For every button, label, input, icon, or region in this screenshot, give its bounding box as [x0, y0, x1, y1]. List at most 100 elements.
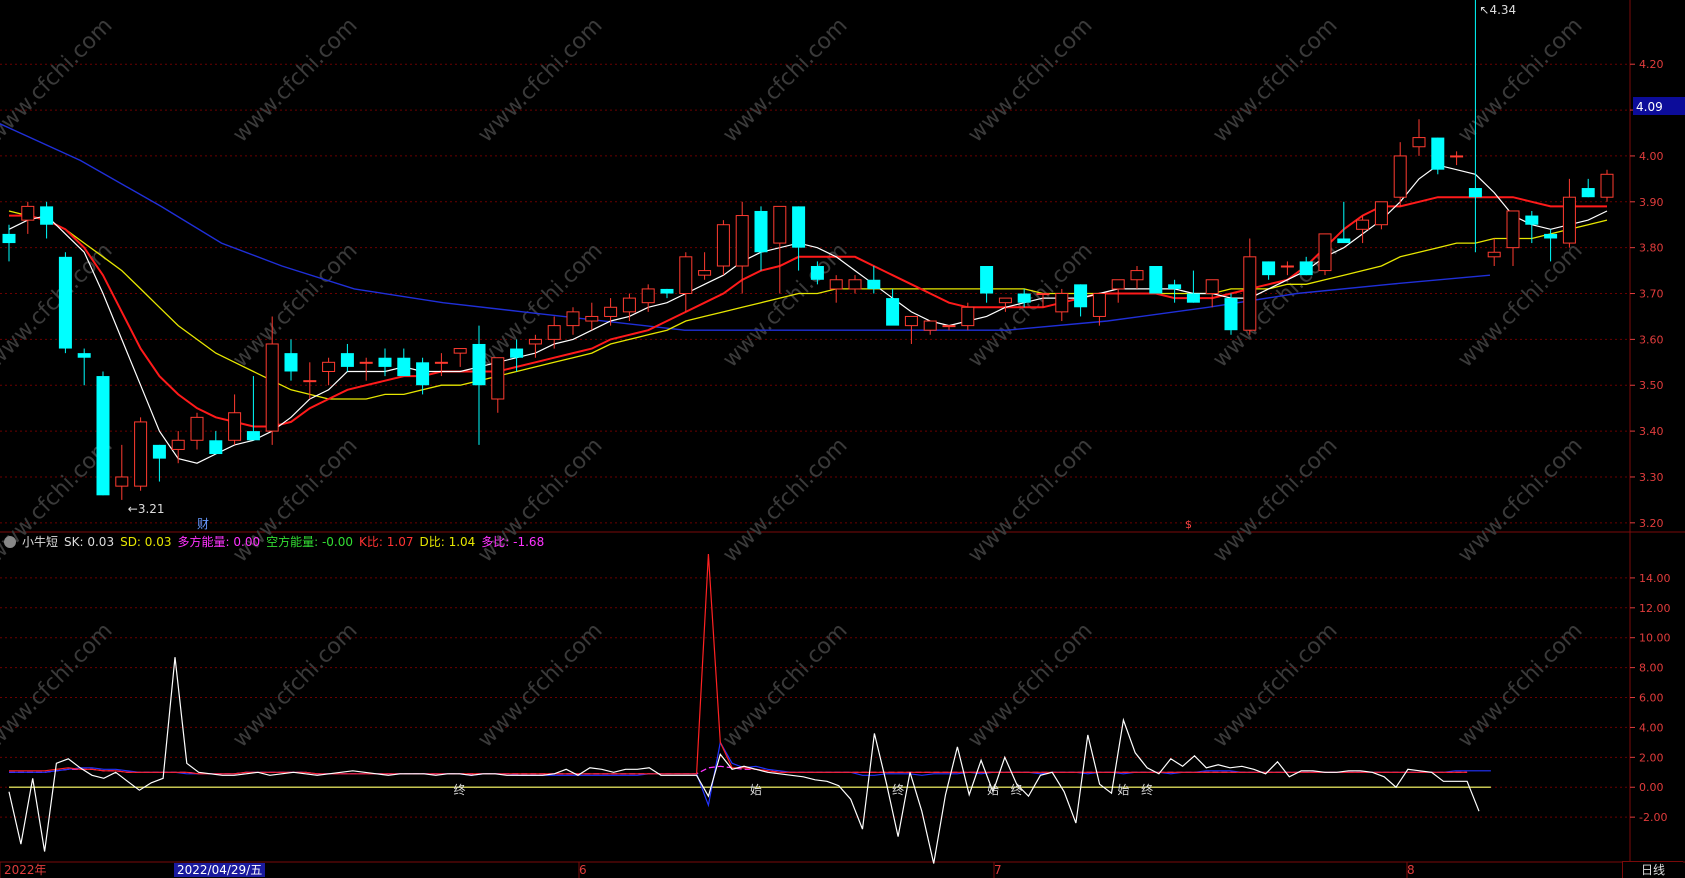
watermark-text: www.cfchi.com: [1453, 13, 1587, 147]
candle: [622, 293, 636, 322]
price-tick-label: 3.40: [1639, 425, 1664, 438]
candle: [1243, 238, 1257, 335]
candle: [1318, 233, 1332, 276]
candle-body-up: [491, 357, 505, 400]
candle-body-up: [585, 315, 599, 322]
candle-body-down: [40, 206, 54, 225]
candle-body-up: [773, 205, 787, 244]
candle: [1487, 238, 1501, 266]
candle: [792, 206, 806, 271]
price-tick-label: 3.50: [1639, 379, 1664, 392]
candle-body-up: [1130, 270, 1144, 281]
candle-body-down: [1468, 188, 1482, 198]
candle-body-up: [1450, 155, 1464, 158]
watermark-text: www.cfchi.com: [718, 433, 852, 567]
signal-label: 终: [453, 782, 465, 797]
candle: [1337, 201, 1351, 244]
candle: [1356, 215, 1370, 244]
price-annotations: ↖4.34 ←3.21 财 $: [128, 3, 1516, 531]
candle: [1130, 266, 1144, 289]
last-price-tag: 4.09: [1633, 97, 1685, 115]
candle-body-down: [1262, 261, 1276, 276]
candle: [491, 357, 505, 413]
candle-body-up: [641, 288, 655, 304]
candle-body-up: [1243, 256, 1257, 331]
candle-body-up: [21, 205, 35, 221]
indicator-toggle-icon[interactable]: [4, 536, 16, 548]
candle-body-down: [2, 233, 16, 244]
signal-label: 始: [1117, 783, 1129, 797]
watermark-text: www.cfchi.com: [718, 618, 852, 752]
candle-body-up: [698, 270, 712, 276]
candle-body-up: [1600, 173, 1614, 198]
candle: [472, 325, 486, 445]
candle-body-up: [322, 361, 336, 372]
candlesticks: [2, 0, 1614, 500]
candle-body-down: [1299, 261, 1313, 276]
candle-body-up: [604, 306, 618, 317]
indicator-lines: [8, 553, 1491, 864]
candle: [904, 315, 918, 344]
indicator-tick-label: 10.00: [1639, 632, 1671, 645]
candle: [754, 206, 768, 271]
candle-body-up: [528, 338, 542, 345]
low-annotation: ←3.21: [128, 502, 165, 516]
candle: [1092, 293, 1106, 326]
candle-body-down: [1544, 233, 1558, 239]
candle: [96, 371, 110, 496]
candle: [1581, 178, 1595, 198]
candle: [1450, 151, 1464, 166]
watermark-text: www.cfchi.com: [1208, 618, 1342, 752]
watermark-text: www.cfchi.com: [1453, 618, 1587, 752]
candle-body-up: [1092, 293, 1106, 317]
candle-body-down: [397, 357, 411, 377]
candle-body-down: [416, 362, 430, 386]
x-label-june: 6: [579, 863, 587, 877]
candle-body-up: [566, 311, 580, 327]
candle: [528, 334, 542, 358]
candle-body-down: [1525, 215, 1539, 225]
x-label-july: 7: [994, 863, 1002, 877]
candle: [867, 266, 881, 294]
moving-average-lines: [8, 164, 1608, 464]
candle: [547, 316, 561, 349]
candle-body-up: [904, 315, 918, 327]
candle: [848, 275, 862, 294]
candle: [115, 444, 129, 500]
candle-body-up: [1374, 201, 1388, 226]
price-tick-label: 4.00: [1639, 150, 1664, 163]
candle: [641, 284, 655, 312]
watermarks: www.cfchi.com www.cfchi.com www.cfchi.com w…: [0, 13, 1588, 752]
candle-body-up: [1055, 293, 1069, 313]
candle: [58, 252, 72, 354]
candle-body-up: [134, 421, 148, 487]
high-annotation: ↖4.34: [1479, 3, 1516, 17]
candle-body-down: [886, 298, 900, 326]
candle-body-up: [942, 325, 956, 328]
candle: [265, 316, 279, 445]
candle-body-down: [1581, 188, 1595, 198]
price-tick-label: 4.20: [1639, 58, 1664, 71]
candle: [228, 394, 242, 445]
candle: [1600, 169, 1614, 202]
price-tick-label: 3.20: [1639, 517, 1664, 530]
candle-body-up: [359, 361, 373, 364]
watermark-text: www.cfchi.com: [0, 238, 118, 372]
candle-body-down: [58, 256, 72, 349]
candle-body-up: [1318, 233, 1332, 272]
event-marker-s: $: [1185, 518, 1192, 531]
candle-body-down: [660, 288, 674, 294]
candle: [716, 220, 730, 276]
ma60-line: [0, 123, 1491, 331]
candle: [829, 275, 843, 303]
candle: [397, 348, 411, 377]
candle: [998, 297, 1012, 312]
watermark-text: www.cfchi.com: [1453, 433, 1587, 567]
candle-body-up: [190, 416, 204, 441]
candle: [303, 362, 317, 399]
period-selector[interactable]: 日线: [1622, 861, 1683, 878]
candle: [1186, 270, 1200, 303]
watermark-text: www.cfchi.com: [1453, 238, 1587, 372]
